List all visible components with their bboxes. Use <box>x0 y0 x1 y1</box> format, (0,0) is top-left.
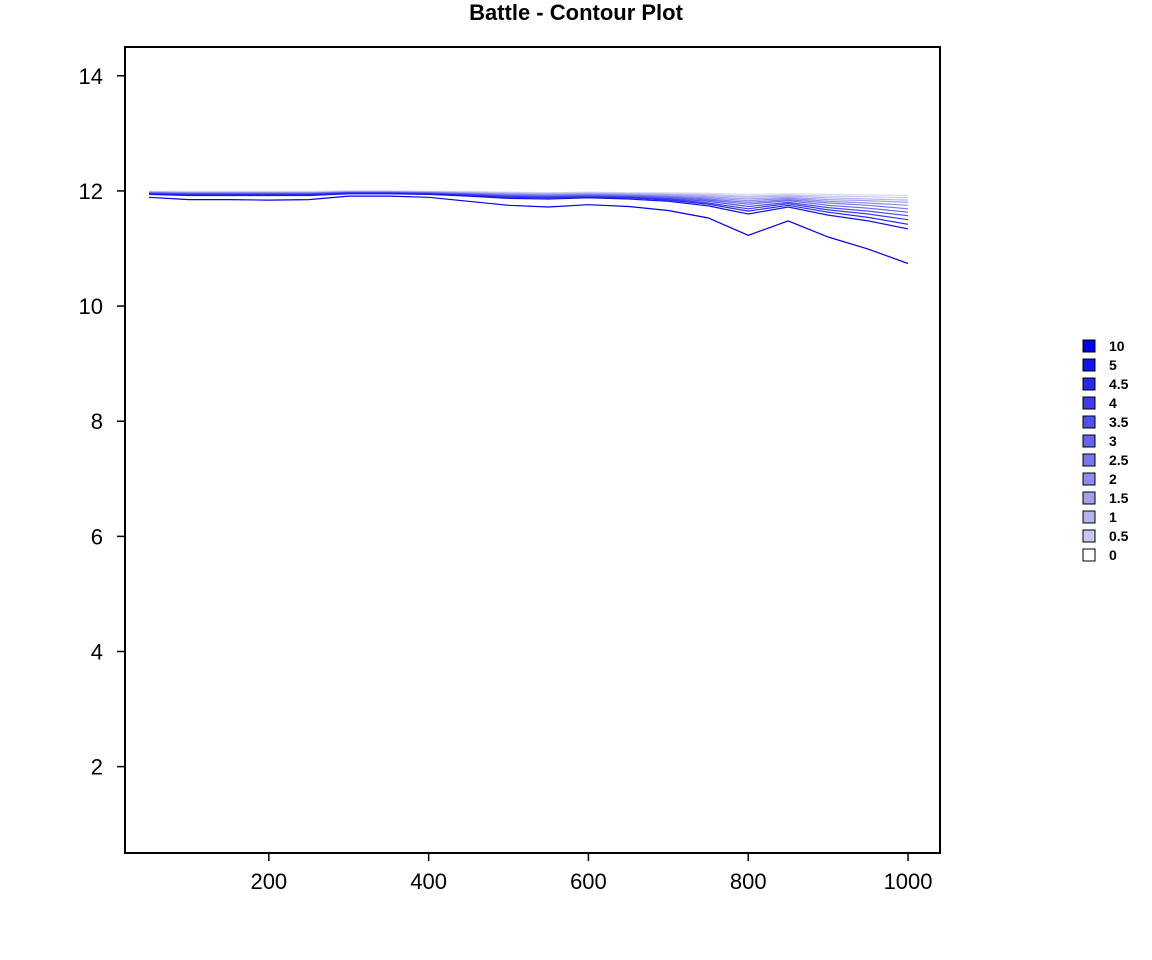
x-tick-label: 600 <box>570 869 607 894</box>
legend-label: 10 <box>1109 338 1125 354</box>
y-tick-label: 12 <box>79 179 103 204</box>
legend-swatch <box>1082 434 1096 448</box>
x-tick-label: 200 <box>250 869 287 894</box>
legend-swatch <box>1082 339 1096 353</box>
x-tick-label: 800 <box>730 869 767 894</box>
legend-swatch <box>1082 472 1096 486</box>
y-axis: 2 4 6 8 10 12 14 <box>79 64 125 780</box>
contour-line-5 <box>148 193 909 230</box>
x-tick-label: 400 <box>410 869 447 894</box>
legend-swatch <box>1082 491 1096 505</box>
x-axis: 200 400 600 800 1000 <box>250 853 933 894</box>
legend-label: 0.5 <box>1109 528 1129 544</box>
y-tick-label: 10 <box>79 294 103 319</box>
contour-lines <box>148 190 909 265</box>
legend-swatch <box>1082 377 1096 391</box>
legend-swatch <box>1082 396 1096 410</box>
y-tick-label: 6 <box>91 524 103 549</box>
x-tick-label: 1000 <box>884 869 933 894</box>
plot-frame <box>124 46 941 854</box>
legend-label: 4 <box>1109 395 1117 411</box>
legend-label: 1.5 <box>1109 490 1129 506</box>
legend-swatch <box>1082 548 1096 562</box>
legend-label: 2 <box>1109 471 1117 487</box>
y-tick-label: 4 <box>91 640 103 665</box>
chart-title: Battle - Contour Plot <box>469 0 684 25</box>
legend-label: 5 <box>1109 357 1117 373</box>
legend-label: 3.5 <box>1109 414 1129 430</box>
y-tick-label: 8 <box>91 409 103 434</box>
legend: 10 5 4.5 4 3.5 3 2.5 2 1.5 1 0.5 0 <box>1082 338 1129 563</box>
legend-swatch <box>1082 510 1096 524</box>
legend-swatch <box>1082 415 1096 429</box>
legend-swatch <box>1082 358 1096 372</box>
legend-label: 0 <box>1109 547 1117 563</box>
legend-label: 1 <box>1109 509 1117 525</box>
legend-label: 4.5 <box>1109 376 1129 392</box>
legend-label: 3 <box>1109 433 1117 449</box>
y-tick-label: 14 <box>79 64 103 89</box>
legend-label: 2.5 <box>1109 452 1129 468</box>
legend-swatch <box>1082 529 1096 543</box>
y-tick-label: 2 <box>91 755 103 780</box>
legend-swatch <box>1082 453 1096 467</box>
contour-line-10 <box>148 195 909 265</box>
